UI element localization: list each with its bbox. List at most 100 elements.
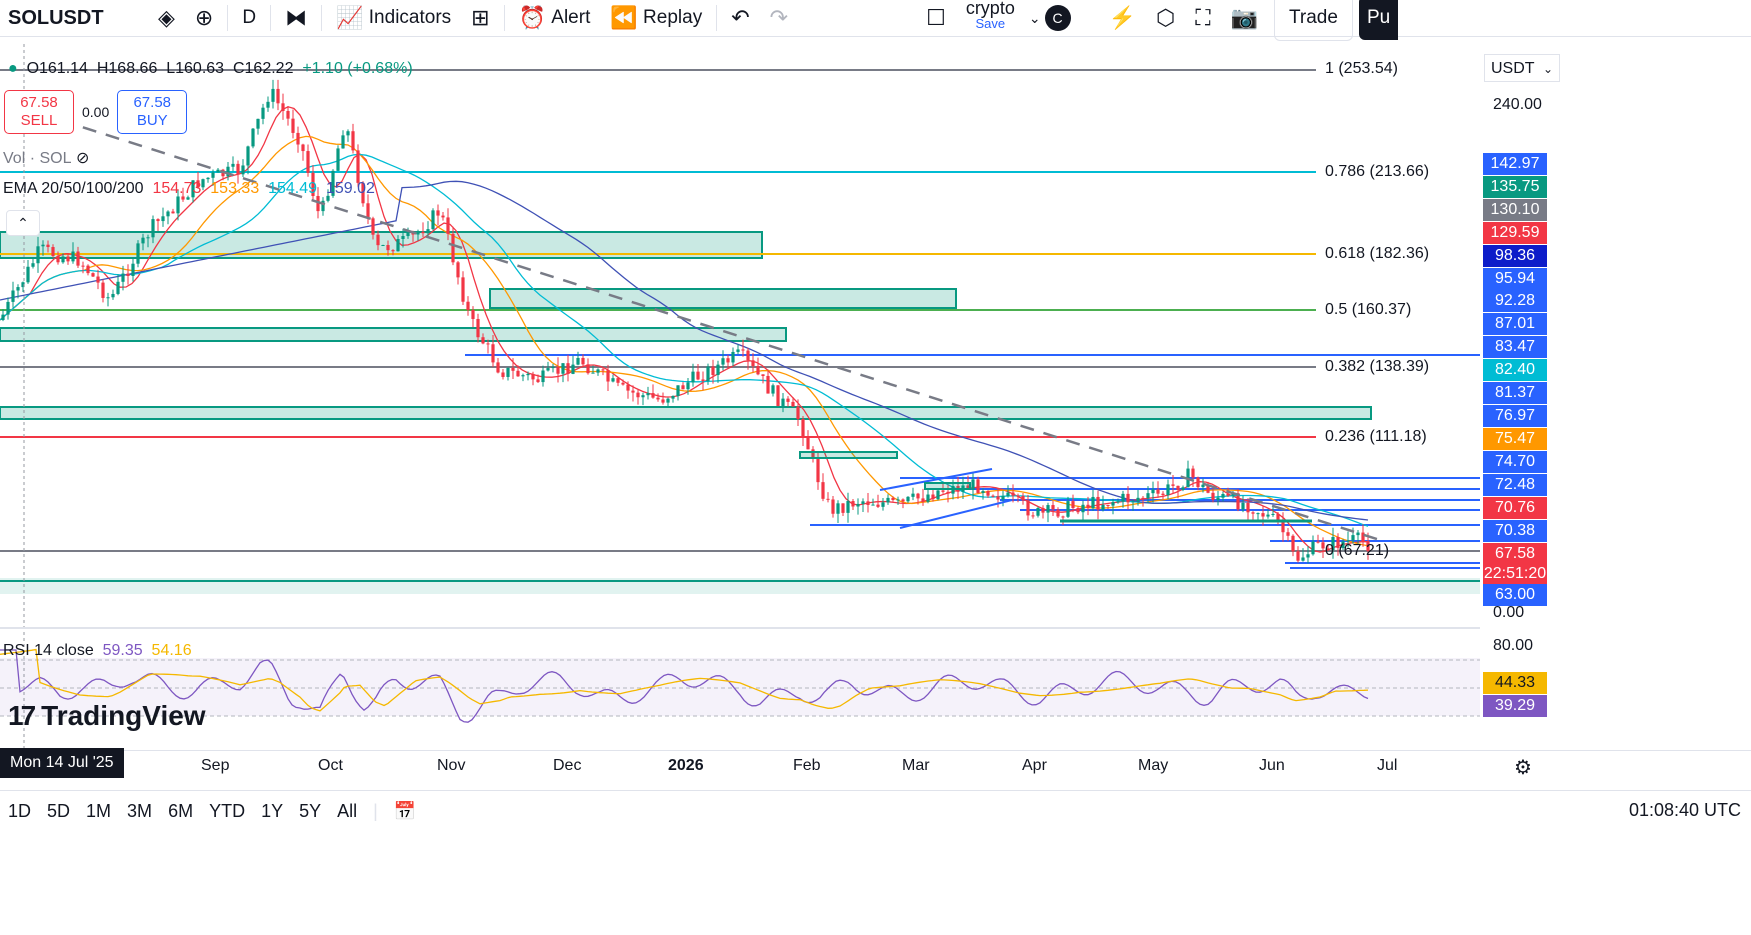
chevron-down-icon: ⌄ [1542,62,1553,76]
candle-style-icon[interactable]: ⧓ [285,5,308,30]
camera-icon[interactable]: 📷 [1230,5,1259,30]
range-1m[interactable]: 1M [86,800,112,821]
add-symbol-icon[interactable]: ⊕ [194,5,214,30]
ema-legend[interactable]: EMA 20/50/100/200 154.73 153.33 154.49 1… [3,180,375,198]
replay-button[interactable]: ⏪ Replay [600,0,712,36]
candle-body [756,366,760,375]
avatar[interactable]: C [1044,5,1071,31]
candle-body [301,144,305,152]
layout-square-icon[interactable]: ☐ [926,5,946,30]
candle-body [606,370,610,382]
crosshair-date: Mon 14 Jul '25 [0,748,124,778]
candle-body [1146,493,1150,499]
candle-body [1196,477,1200,488]
axis-settings-icon[interactable]: ⚙ [1514,757,1532,779]
candle-body [1066,501,1070,517]
range-1y[interactable]: 1Y [261,800,284,821]
candle-body [116,281,120,294]
candle-body [191,180,195,198]
divider [716,5,718,31]
candle-body [901,499,905,502]
quick-search-icon[interactable]: ⚡ [1108,5,1136,30]
range-6m[interactable]: 6M [168,800,194,821]
range-all[interactable]: All [337,800,358,821]
chevron-down-icon[interactable]: ⌄ [1028,9,1041,26]
fullscreen-icon[interactable]: ⛶ [1195,5,1211,30]
candle-body [216,169,220,173]
candle-body [141,237,145,244]
trade-button[interactable]: Trade [1274,0,1353,41]
status-dot-icon: ● [8,60,18,77]
settings-hex-icon[interactable]: ⬡ [1155,5,1176,30]
candle-body [106,297,110,299]
candle-body [466,301,470,311]
candle-body [126,273,130,276]
price-chart[interactable] [0,44,1480,750]
rsi-legend[interactable]: RSI 14 close 59.35 54.16 [3,642,192,660]
fib-label-text: 0.618 (182.36) [1325,245,1430,262]
rsi-tick: 80.00 [1493,637,1534,654]
interval-button[interactable]: D [242,7,257,28]
candle-body [1206,484,1210,493]
candle-body [846,501,850,513]
candle-body [81,265,85,267]
spread-value: 0.00 [82,104,110,120]
bottom-toolbar: 1D 5D 1M 3M 6M YTD 1Y 5Y All | 📅 [0,790,1751,831]
symbol-search[interactable]: SOLUSDT [8,6,104,29]
tradingview-logo[interactable]: 17 TradingView [8,700,206,732]
trendlines-layer [23,44,1381,750]
utc-clock[interactable]: 01:08:40 UTC [1628,800,1741,820]
candle-body [11,290,15,302]
goto-date-icon[interactable]: 📅 [393,800,417,821]
eye-off-icon[interactable]: ⊘ [75,150,90,167]
redo-icon[interactable]: ↷ [769,5,789,30]
candle-body [716,364,720,375]
candle-body [246,146,250,166]
rsi-label: RSI 14 close [3,642,94,659]
sell-button[interactable]: 67.58 SELL [4,90,74,134]
candle-body [771,385,775,394]
candle-body [1156,489,1160,494]
candle-body [171,211,175,214]
alert-button[interactable]: ⏰ Alert [509,0,601,36]
price-axis-label: 83.47 [1483,336,1547,358]
range-3m[interactable]: 3M [127,800,153,821]
candle-body [211,172,215,178]
currency-select[interactable]: USDT ⌄ [1484,54,1560,82]
templates-icon[interactable]: ⊞ [471,5,490,30]
volume-legend[interactable]: Vol · SOL ⊘ [3,148,89,168]
candle-body [71,251,75,262]
candle-body [166,211,170,217]
candle-body [996,496,1000,500]
candle-body [56,255,60,263]
candle-body [6,301,10,315]
time-axis[interactable]: Sep Oct Nov Dec 2026 Feb Mar Apr May Jun… [0,750,1751,783]
indicators-button[interactable]: 📈 Indicators [326,0,461,36]
price-axis-label: 87.01 [1483,313,1547,335]
candle-body [1336,537,1340,548]
range-5d[interactable]: 5D [47,800,71,821]
zones-layer [0,231,1480,717]
range-ytd[interactable]: YTD [209,800,246,821]
candle-body [346,131,350,136]
layout-name-button[interactable]: crypto Save [956,0,1025,36]
candle-body [661,399,665,403]
candle-body [206,177,210,180]
range-1d[interactable]: 1D [8,800,32,821]
candle-body [861,501,865,504]
collapse-legend-button[interactable]: ⌃ [6,210,40,236]
range-5y[interactable]: 5Y [299,800,322,821]
candle-body [1291,535,1295,552]
candle-body [1191,468,1195,478]
candle-body [461,277,465,302]
candle-body [1166,484,1170,495]
publish-button[interactable]: Pu [1358,0,1399,40]
compare-diamond-icon[interactable]: ◈ [158,5,175,30]
undo-icon[interactable]: ↶ [731,5,750,30]
candle-body [666,398,670,403]
price-axis-label: 92.28 [1483,290,1547,312]
candle-body [496,362,500,373]
price-axis-label: 74.70 [1483,451,1547,473]
buy-button[interactable]: 67.58 BUY [117,90,188,134]
candle-body [911,493,915,497]
